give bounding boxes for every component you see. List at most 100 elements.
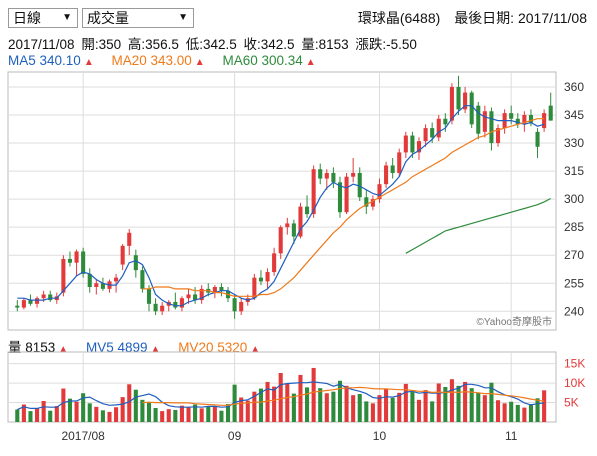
volume-bar: [74, 401, 79, 422]
candle-body: [160, 305, 165, 312]
candle-body: [291, 223, 296, 237]
candle-body: [127, 232, 132, 246]
volume-bar: [146, 402, 152, 422]
volume-bar: [41, 401, 46, 422]
candle-body: [153, 303, 158, 312]
volume-bar: [265, 381, 270, 422]
candle-body: [252, 277, 257, 299]
volume-bar: [443, 387, 448, 422]
watermark: ©Yahoo奇摩股市: [476, 315, 552, 328]
candle-body: [199, 288, 204, 301]
quote-line: 2017/11/08 開:350 高:356.5 低:342.5 收:342.5…: [8, 33, 420, 53]
candle-body: [212, 287, 217, 293]
period-select[interactable]: 日線 ▼: [8, 8, 78, 28]
candle-body: [74, 251, 79, 263]
volume-bar: [245, 400, 250, 422]
volume-bar: [127, 384, 132, 422]
volume-bar: [489, 382, 494, 422]
volume-bar: [390, 397, 395, 422]
candle-body: [351, 172, 356, 177]
price-y-tick-label: 240: [564, 304, 584, 318]
volume-bar: [528, 404, 533, 422]
volume-bar: [403, 383, 408, 422]
candle-body: [133, 255, 138, 271]
legend-volume: 量 8153 ▲: [8, 340, 68, 355]
candle-body: [397, 152, 402, 173]
volume-bar: [331, 391, 336, 422]
legend-mv20-label: MV20 5320: [178, 340, 248, 355]
volume-bar: [337, 380, 343, 422]
x-tick-label: 10: [373, 429, 387, 443]
volume-bar: [311, 367, 316, 422]
candle-body: [535, 131, 540, 147]
candle-body: [232, 298, 237, 312]
ma20-line: [142, 118, 545, 297]
volume-bar: [305, 387, 310, 422]
volume-bar: [324, 393, 329, 422]
quote-low: 低:342.5: [185, 37, 237, 52]
candle-body: [114, 277, 119, 282]
ma60-line: [405, 197, 551, 254]
candle-body: [318, 169, 323, 179]
triangle-up-icon: ▲: [194, 57, 205, 68]
candle-body: [285, 223, 290, 228]
volume-bar: [87, 403, 92, 422]
candle-body: [403, 135, 408, 153]
candle-body: [410, 135, 415, 153]
price-y-tick-label: 285: [564, 220, 584, 234]
volume-bar: [258, 388, 263, 422]
volume-bar: [114, 407, 119, 422]
candle-body: [364, 197, 369, 207]
candle-body: [67, 258, 73, 263]
candle-body: [430, 128, 435, 138]
volume-bar: [351, 395, 356, 422]
volume-bar: [430, 401, 435, 422]
quote-open: 開:350: [81, 37, 122, 52]
quote-change: 漲跌:-5.50: [355, 37, 417, 52]
legend-ma5: MA5 340.10 ▲: [8, 53, 94, 68]
volume-y-tick-label: 15K: [564, 357, 585, 371]
candle-body: [331, 172, 336, 183]
candle-body: [94, 283, 99, 287]
stock-name: 環球晶(6488): [357, 10, 441, 26]
candle-body: [258, 277, 263, 282]
volume-bar: [423, 390, 428, 422]
volume-bar: [535, 398, 540, 422]
candle-body: [193, 294, 198, 301]
volume-bar: [449, 379, 454, 422]
price-y-tick-label: 360: [564, 80, 584, 94]
candle-body: [305, 206, 310, 215]
triangle-up-icon: ▲: [58, 344, 69, 355]
volume-bar: [495, 400, 501, 422]
candle-body: [100, 283, 105, 289]
volume-bar: [410, 392, 415, 422]
indicator-select[interactable]: 成交量 ▼: [82, 8, 194, 28]
volume-bar: [436, 383, 441, 422]
legend-ma20: MA20 343.00 ▲: [111, 53, 204, 68]
legend-mv5: MV5 4899 ▲: [86, 340, 160, 355]
candle-body: [482, 111, 487, 132]
volume-bar: [239, 397, 244, 422]
volume-bar: [482, 395, 487, 422]
candle-body: [542, 113, 547, 129]
candle-body: [120, 245, 125, 265]
candle-body: [416, 141, 422, 153]
price-y-tick-label: 315: [564, 164, 584, 178]
volume-bar: [502, 403, 507, 422]
volume-bar: [61, 388, 66, 422]
candle-body: [35, 298, 40, 304]
volume-bar: [153, 408, 158, 422]
volume-bar: [370, 403, 375, 422]
candle-body: [370, 199, 375, 207]
volume-bar: [94, 406, 99, 422]
price-panel-frame: [7, 71, 557, 331]
candle-body: [61, 258, 66, 293]
x-tick-label: 11: [505, 429, 518, 443]
quote-date: 2017/11/08: [8, 37, 75, 52]
candle-body: [456, 86, 461, 110]
legend-ma60: MA60 300.34 ▲: [222, 53, 315, 68]
candle-body: [344, 176, 349, 213]
candle-body: [436, 118, 441, 138]
quote-close: 收:342.5: [243, 37, 295, 52]
volume-bar: [469, 388, 474, 422]
